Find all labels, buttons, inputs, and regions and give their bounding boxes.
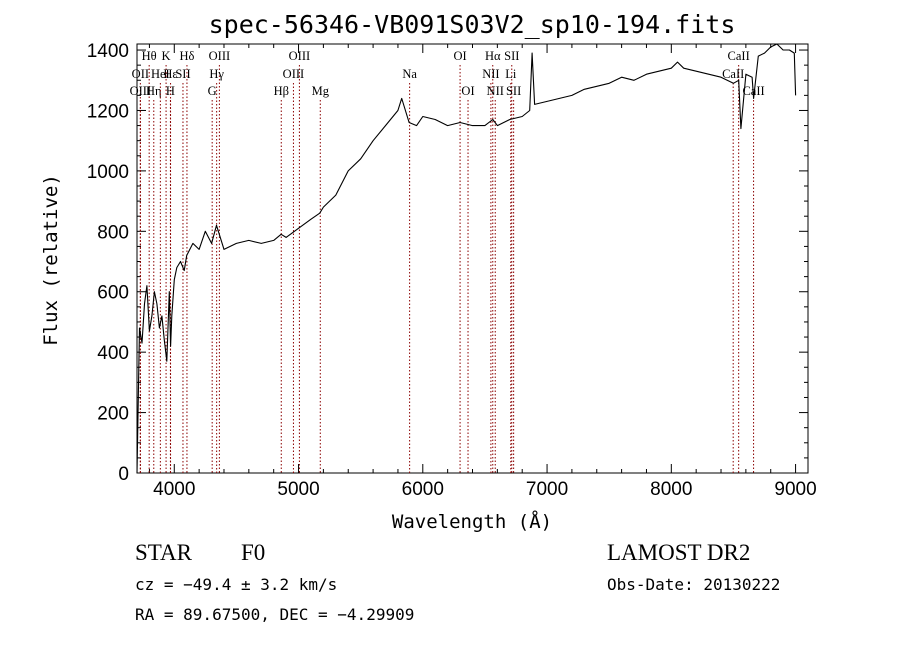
spectral-line-label: SII	[175, 67, 190, 81]
x-axis-label: Wavelength (Å)	[392, 510, 552, 533]
spectral-line-label: Hθ	[142, 49, 157, 63]
spectral-line-label: OI	[453, 49, 466, 63]
plot-frame	[136, 43, 809, 474]
object-subclass: F0	[241, 540, 265, 565]
y-tick-label: 0	[118, 464, 129, 485]
spectral-line-label: SII	[506, 84, 521, 98]
spectral-line-label: Hε	[163, 67, 177, 81]
spectrum-line	[136, 43, 797, 474]
y-axis-label: Flux (relative)	[40, 174, 62, 346]
spectral-line-label: Hβ	[274, 84, 289, 98]
redshift-text: cz = −49.4 ± 3.2 km/s	[135, 575, 337, 594]
x-tick-label: 5000	[277, 479, 319, 500]
spectral-line-label: Hα	[485, 49, 501, 63]
spectral-line-label: H	[166, 84, 175, 98]
y-tick-label: 600	[97, 283, 129, 304]
spectral-line-label: G	[208, 84, 217, 98]
x-tick-label: 6000	[402, 479, 444, 500]
spectral-line-label: Hγ	[209, 67, 224, 81]
spectral-line-label: SII	[504, 49, 519, 63]
spectral-line-label: K	[162, 49, 171, 63]
spectral-line-label: OIII	[283, 67, 305, 81]
axes: 4000 5000 6000 7000 8000 9000 0 200 400 600 800 100…	[87, 41, 817, 500]
y-tick-label: 1000	[87, 162, 129, 183]
x-tick-label: 8000	[650, 479, 692, 500]
x-tick-label: 9000	[774, 479, 816, 500]
y-tick-label: 1200	[87, 101, 129, 122]
y-tick-label: 800	[97, 222, 129, 243]
chart-title: spec-56346-VB091S03V2_sp10-194.fits	[209, 10, 736, 39]
spectral-line-label: OII	[132, 67, 149, 81]
x-tick-label: 4000	[153, 479, 195, 500]
spectral-line-label: Li	[505, 67, 517, 81]
spectral-line-label: OIII	[209, 49, 231, 63]
spectral-line-label: CaII	[728, 49, 750, 63]
y-tick-label: 400	[97, 343, 129, 364]
spectral-line-label: OIII	[289, 49, 311, 63]
series-group	[136, 43, 797, 474]
spectral-line-label: NII	[482, 67, 499, 81]
spectral-line-label: NII	[487, 84, 504, 98]
y-tick-label: 1400	[87, 41, 129, 62]
spectral-line-label: Mg	[312, 84, 330, 98]
y-tick-label: 200	[97, 404, 129, 425]
coordinates-text: RA = 89.67500, DEC = −4.29909	[135, 605, 414, 624]
survey-name: LAMOST DR2	[607, 540, 750, 565]
spectral-line-label: Na	[402, 67, 417, 81]
obs-date-text: Obs-Date: 20130222	[607, 575, 780, 594]
spectral-line-label: HeI	[151, 67, 170, 81]
x-tick-label: 7000	[526, 479, 568, 500]
spectral-line-label: OIII	[130, 84, 152, 98]
spectral-line-label: Hδ	[179, 49, 194, 63]
spectral-line-label: CaII	[722, 67, 744, 81]
spectral-line-label: OI	[461, 84, 474, 98]
spectral-line-label: Hη	[146, 84, 162, 98]
object-class: STAR	[135, 540, 193, 565]
